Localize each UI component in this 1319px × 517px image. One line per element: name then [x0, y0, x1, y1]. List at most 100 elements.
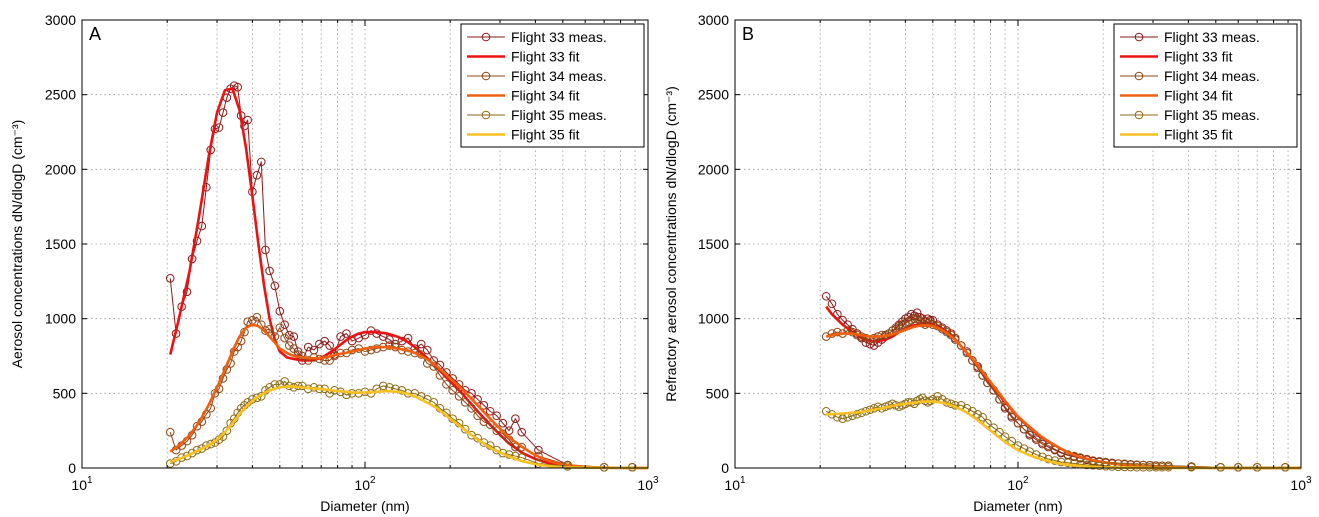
legend-box — [460, 23, 645, 148]
data-point — [1019, 424, 1029, 434]
data-point — [261, 245, 270, 255]
legend-label: Flight 34 fit — [511, 88, 580, 104]
data-point — [320, 336, 329, 346]
x-tick-exponent: 1 — [87, 475, 93, 486]
x-tick-base: 10 — [71, 477, 87, 493]
x-tick-label: 101 — [724, 475, 746, 493]
data-point — [165, 274, 175, 283]
data-point — [909, 314, 919, 323]
legend-label: Flight 34 meas. — [511, 68, 607, 84]
panel-b: 101 102 103050010001500200025003000Diamete… — [663, 12, 1312, 514]
data-point — [1050, 456, 1060, 465]
x-tick-base: 10 — [1290, 477, 1306, 493]
x-axis-title: Diameter (nm) — [320, 498, 409, 514]
data-point — [852, 409, 862, 419]
x-tick-label: 102 — [1007, 475, 1029, 493]
data-point — [962, 348, 972, 358]
x-tick-base: 10 — [637, 477, 653, 493]
series-group — [165, 81, 648, 472]
x-tick-exponent: 3 — [1306, 475, 1312, 486]
data-point — [492, 411, 502, 421]
data-point — [442, 380, 451, 389]
data-point — [517, 442, 527, 452]
panel-label: A — [89, 24, 101, 44]
data-point — [956, 341, 966, 350]
data-point — [1069, 459, 1079, 468]
y-tick-label: 2500 — [698, 87, 729, 103]
series-line-1 — [168, 87, 648, 470]
data-point — [923, 318, 933, 328]
series-line-3 — [169, 323, 648, 470]
data-point — [460, 397, 470, 407]
y-tick-label: 3000 — [45, 12, 76, 28]
series-line-2 — [169, 316, 633, 468]
legend-label: Flight 35 fit — [1164, 127, 1233, 143]
legend: Flight 33 meas. Flight 33 fit Flight 34 me… — [460, 23, 645, 148]
data-point — [261, 326, 270, 335]
data-point — [869, 333, 879, 343]
legend-marker — [1134, 32, 1144, 42]
y-tick-label: 0 — [68, 460, 76, 476]
data-point — [460, 424, 470, 434]
x-tick-label: 102 — [354, 475, 376, 493]
y-tick-label: 2000 — [45, 161, 76, 177]
y-axis-title: Aerosol concentrations dN/dlogD (cm⁻³) — [9, 120, 25, 369]
legend-label: Flight 34 fit — [1164, 88, 1233, 104]
legend-label: Flight 34 meas. — [1164, 68, 1260, 84]
data-point — [422, 345, 432, 355]
data-point — [454, 392, 464, 401]
x-tick-label: 101 — [71, 475, 93, 493]
legend-label: Flight 33 fit — [1164, 49, 1233, 65]
data-point — [473, 411, 482, 421]
data-point — [218, 108, 228, 117]
y-tick-label: 3000 — [698, 12, 729, 28]
series-line-0 — [169, 85, 633, 468]
data-point — [252, 171, 262, 180]
legend-marker — [1134, 71, 1144, 81]
data-point — [280, 333, 289, 343]
x-tick-label: 103 — [637, 475, 659, 493]
data-point — [165, 427, 175, 437]
data-point — [1031, 433, 1041, 443]
x-axis: 101 102 103 — [724, 20, 1312, 493]
data-point — [233, 82, 243, 92]
data-point — [485, 420, 495, 429]
data-point — [1013, 418, 1023, 428]
data-point — [1007, 411, 1017, 421]
data-point — [473, 395, 482, 404]
y-tick-label: 2000 — [698, 161, 729, 177]
data-point — [950, 335, 960, 344]
data-point — [252, 393, 262, 403]
data-point — [498, 418, 508, 428]
x-tick-exponent: 3 — [653, 475, 659, 486]
data-point — [284, 330, 294, 340]
data-point — [933, 392, 942, 401]
data-point — [909, 311, 919, 320]
data-point — [978, 412, 987, 422]
x-tick-exponent: 2 — [1023, 475, 1029, 486]
legend: Flight 33 meas. Flight 33 fit Flight 34 me… — [1113, 23, 1298, 148]
legend-label: Flight 33 fit — [511, 49, 580, 65]
legend-label: Flight 35 fit — [511, 127, 580, 143]
data-point — [284, 341, 294, 350]
data-point — [435, 371, 445, 380]
data-point — [315, 339, 324, 349]
data-point — [265, 324, 274, 334]
y-tick-label: 1500 — [698, 236, 729, 252]
data-point — [385, 341, 394, 350]
data-point — [848, 327, 857, 337]
data-point — [192, 421, 202, 431]
data-point — [275, 306, 285, 316]
x-tick-base: 10 — [724, 477, 740, 493]
y-tick-label: 1000 — [45, 311, 76, 327]
x-tick-base: 10 — [354, 477, 370, 493]
data-point — [366, 345, 376, 355]
data-point — [485, 406, 495, 416]
series-line-5 — [169, 385, 648, 470]
y-tick-label: 500 — [53, 385, 77, 401]
legend-marker — [481, 32, 491, 42]
data-point — [275, 323, 285, 332]
x-tick-label: 103 — [1290, 475, 1312, 493]
data-point — [511, 414, 520, 424]
